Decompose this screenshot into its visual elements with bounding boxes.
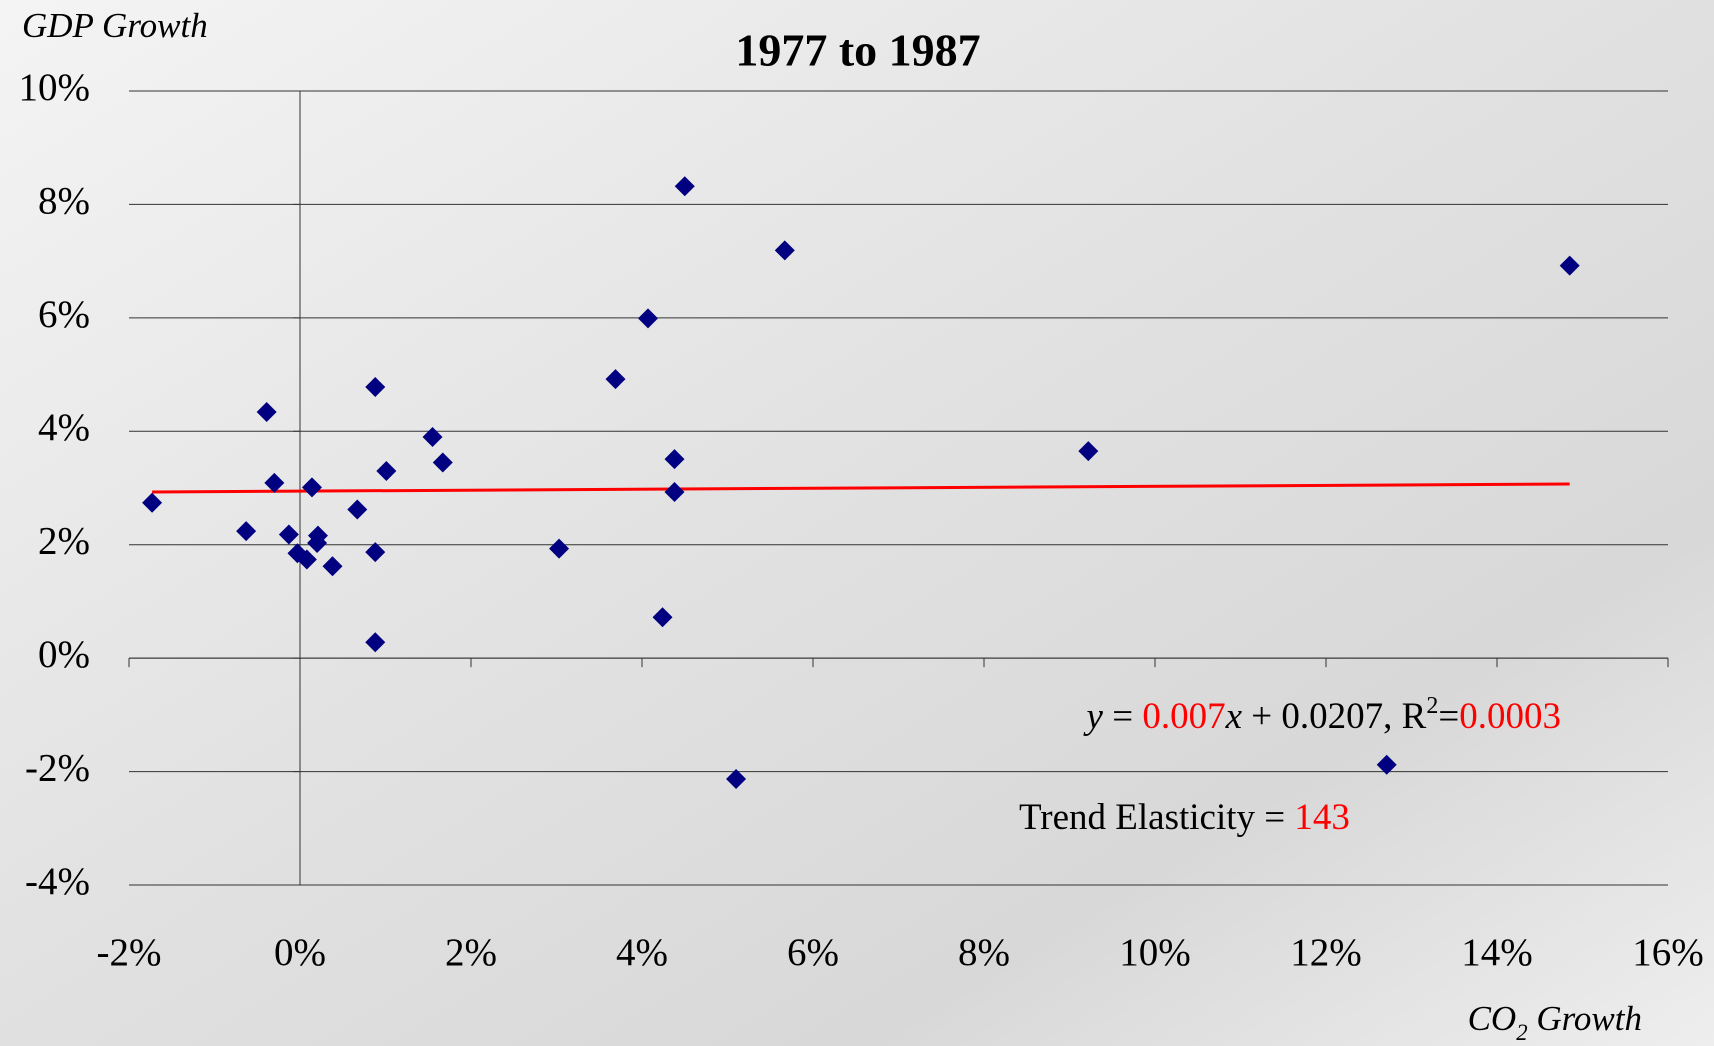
trend-elasticity: Trend Elasticity = 143 [1019,797,1350,838]
x-axis-label: CO2 Growth [1468,999,1642,1045]
text-segment: 2 [1426,693,1438,719]
text-segment: = [1103,696,1142,737]
text-segment: = [1438,696,1459,737]
x-tick-label: 10% [1119,931,1191,974]
text-segment: x [1225,696,1243,737]
text-segment: + 0.0207, R [1242,696,1427,737]
chart: 1977 to 1987 -4%-2%0%2%4%6%8%10%-2%0%2%4… [0,0,1714,1046]
x-tick-label: -2% [97,931,162,974]
text-segment: 0.007 [1142,696,1225,737]
x-tick-label: 2% [445,931,497,974]
chart-title: 1977 to 1987 [735,25,980,76]
text-segment: 143 [1294,797,1350,838]
text-segment: Growth [1528,999,1642,1038]
x-tick-label: 16% [1632,931,1704,974]
text-segment: Trend Elasticity = [1019,797,1294,838]
y-tick-label: 4% [38,406,90,449]
y-axis-label: GDP Growth [22,6,208,45]
x-tick-label: 4% [616,931,668,974]
y-tick-label: 10% [19,66,91,109]
y-tick-label: 0% [38,633,90,676]
x-tick-label: 8% [958,931,1010,974]
x-tick-label: 0% [274,931,326,974]
background [0,0,1714,1046]
y-tick-label: 6% [38,293,90,336]
text-segment: GDP Growth [22,6,208,45]
text-segment: 2 [1516,1020,1527,1045]
x-tick-label: 12% [1290,931,1362,974]
text-segment: CO [1468,999,1517,1038]
trend-equation: y = 0.007x + 0.0207, R2=0.0003 [1083,693,1561,738]
x-tick-label: 6% [787,931,839,974]
text-segment: y [1083,696,1104,737]
y-tick-label: -4% [25,860,90,903]
y-tick-label: 2% [38,520,90,563]
x-tick-label: 14% [1461,931,1533,974]
y-tick-label: 8% [38,179,90,222]
y-tick-label: -2% [25,747,90,790]
text-segment: 0.0003 [1459,696,1561,737]
